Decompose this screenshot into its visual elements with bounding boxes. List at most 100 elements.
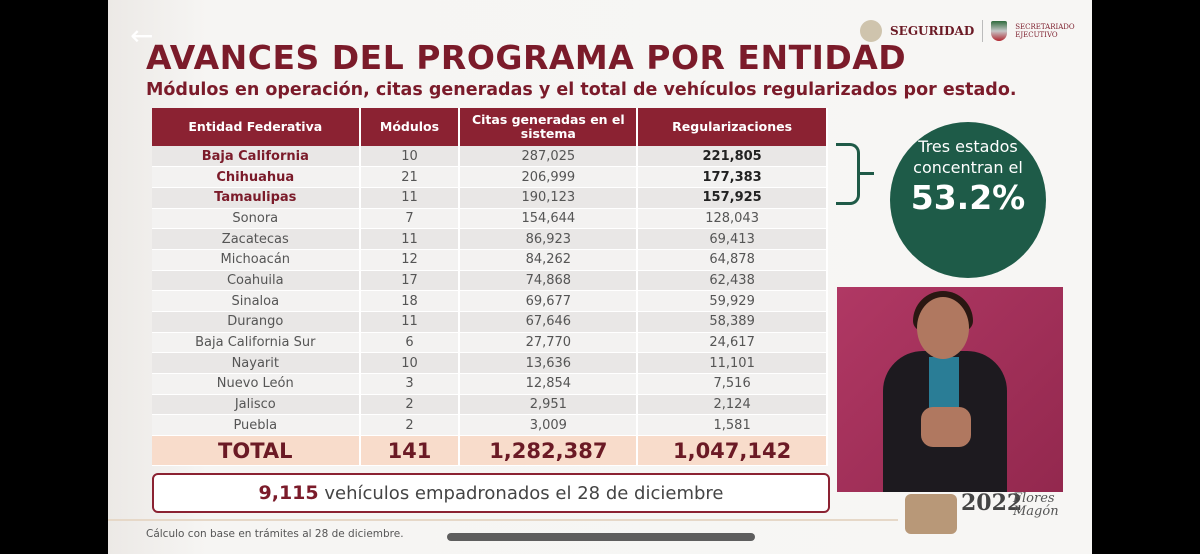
arrow-left-icon[interactable]: ← — [130, 19, 154, 52]
callout-percent: 53.2% — [910, 178, 1026, 217]
cell-modulos: 11 — [359, 228, 461, 250]
table-row: Coahuila 17 74,868 62,438 — [152, 270, 828, 292]
cell-regularizaciones: 1,581 — [637, 414, 828, 437]
cell-entidad: Baja California Sur — [152, 332, 361, 354]
col-entidad: Entidad Federativa — [152, 108, 361, 146]
cell-regularizaciones: 177,383 — [637, 166, 828, 188]
cell-modulos: 11 — [359, 311, 461, 333]
cell-modulos: 21 — [359, 166, 461, 188]
cell-citas: 84,262 — [459, 249, 639, 271]
cell-regularizaciones: 58,389 — [637, 311, 828, 333]
cell-entidad: Durango — [152, 311, 361, 333]
table-row: Puebla 2 3,009 1,581 — [152, 414, 828, 437]
header-logos: SEGURIDAD SECRETARIADO EJECUTIVO — [860, 20, 1075, 42]
cell-modulos: 12 — [359, 249, 461, 271]
cell-citas: 67,646 — [459, 311, 639, 333]
entity-table: Entidad Federativa Módulos Citas generad… — [152, 108, 828, 467]
table-row: Durango 11 67,646 58,389 — [152, 311, 828, 333]
portrait-image — [905, 494, 957, 534]
cell-citas: 3,009 — [459, 414, 639, 437]
bracket-icon — [836, 143, 860, 205]
year-number: 2022 — [961, 490, 1023, 516]
cell-regularizaciones: 7,516 — [637, 373, 828, 395]
cell-regularizaciones: 24,617 — [637, 332, 828, 354]
year-logo: 2022 Flores Magón — [905, 490, 1075, 535]
cell-citas: 74,868 — [459, 270, 639, 292]
total-modulos: 141 — [359, 435, 461, 467]
table-row: Nuevo León 3 12,854 7,516 — [152, 373, 828, 395]
secretariado-logo: SECRETARIADO EJECUTIVO — [1015, 23, 1075, 39]
cell-regularizaciones: 157,925 — [637, 187, 828, 209]
cell-regularizaciones: 221,805 — [637, 146, 828, 168]
table-row: Baja California 10 287,025 221,805 — [152, 146, 828, 168]
total-regularizaciones: 1,047,142 — [637, 435, 828, 467]
cell-modulos: 11 — [359, 187, 461, 209]
footer-note: Cálculo con base en trámites al 28 de di… — [146, 528, 404, 540]
cell-modulos: 18 — [359, 290, 461, 312]
table-row: Baja California Sur 6 27,770 24,617 — [152, 332, 828, 354]
cell-citas: 154,644 — [459, 208, 639, 230]
cell-regularizaciones: 62,438 — [637, 270, 828, 292]
cell-entidad: Tamaulipas — [152, 187, 361, 209]
table-row: Sonora 7 154,644 128,043 — [152, 208, 828, 230]
cell-entidad: Puebla — [152, 414, 361, 437]
sign-language-interpreter-video — [837, 287, 1063, 492]
cell-modulos: 3 — [359, 373, 461, 395]
cell-entidad: Zacatecas — [152, 228, 361, 250]
cell-citas: 190,123 — [459, 187, 639, 209]
cell-modulos: 2 — [359, 414, 461, 437]
table-row: Tamaulipas 11 190,123 157,925 — [152, 187, 828, 209]
cell-entidad: Nayarit — [152, 352, 361, 375]
callout-text: Tres estados concentran el — [913, 137, 1023, 177]
total-label: TOTAL — [152, 435, 361, 467]
national-seal-icon — [860, 20, 882, 42]
col-citas: Citas generadas en el sistema — [459, 108, 639, 146]
cell-citas: 206,999 — [459, 166, 639, 188]
note-text: vehículos empadronados el 28 de diciembr… — [324, 483, 724, 504]
daily-note-box: 9,115 vehículos empadronados el 28 de di… — [152, 473, 830, 513]
cell-modulos: 6 — [359, 332, 461, 354]
cell-citas: 12,854 — [459, 373, 639, 395]
col-regularizaciones: Regularizaciones — [637, 108, 828, 146]
note-number: 9,115 — [258, 482, 319, 504]
seguridad-logo: SEGURIDAD — [890, 24, 975, 38]
callout-circle: Tres estados concentran el 53.2% — [890, 122, 1046, 278]
cell-modulos: 7 — [359, 208, 461, 230]
year-name: Flores Magón — [1013, 491, 1059, 519]
logo-divider — [982, 20, 984, 42]
table-row: Michoacán 12 84,262 64,878 — [152, 249, 828, 271]
cell-regularizaciones: 2,124 — [637, 394, 828, 416]
table-row: Chihuahua 21 206,999 177,383 — [152, 166, 828, 188]
footer-divider — [108, 519, 898, 521]
cell-entidad: Chihuahua — [152, 166, 361, 188]
bracket-tip — [858, 172, 874, 175]
cell-citas: 27,770 — [459, 332, 639, 354]
cell-regularizaciones: 64,878 — [637, 249, 828, 271]
cell-modulos: 2 — [359, 394, 461, 416]
cell-citas: 13,636 — [459, 352, 639, 375]
slide-subtitle: Módulos en operación, citas generadas y … — [146, 80, 1017, 100]
scrollbar-handle[interactable] — [447, 533, 755, 541]
cell-regularizaciones: 69,413 — [637, 228, 828, 250]
cell-citas: 86,923 — [459, 228, 639, 250]
table-row: Nayarit 10 13,636 11,101 — [152, 352, 828, 375]
interpreter-hands — [921, 407, 971, 447]
cell-regularizaciones: 128,043 — [637, 208, 828, 230]
cell-entidad: Baja California — [152, 146, 361, 168]
total-row: TOTAL 141 1,282,387 1,047,142 — [152, 435, 828, 467]
total-citas: 1,282,387 — [459, 435, 639, 467]
cell-citas: 287,025 — [459, 146, 639, 168]
table-row: Jalisco 2 2,951 2,124 — [152, 394, 828, 416]
table-row: Sinaloa 18 69,677 59,929 — [152, 290, 828, 312]
cell-entidad: Coahuila — [152, 270, 361, 292]
cell-regularizaciones: 11,101 — [637, 352, 828, 375]
shield-icon — [991, 21, 1008, 41]
cell-entidad: Nuevo León — [152, 373, 361, 395]
table-header: Entidad Federativa Módulos Citas generad… — [152, 108, 828, 146]
col-modulos: Módulos — [359, 108, 461, 146]
table-row: Zacatecas 11 86,923 69,413 — [152, 228, 828, 250]
cell-modulos: 17 — [359, 270, 461, 292]
cell-entidad: Jalisco — [152, 394, 361, 416]
cell-regularizaciones: 59,929 — [637, 290, 828, 312]
slide-title: AVANCES DEL PROGRAMA POR ENTIDAD — [146, 38, 907, 77]
